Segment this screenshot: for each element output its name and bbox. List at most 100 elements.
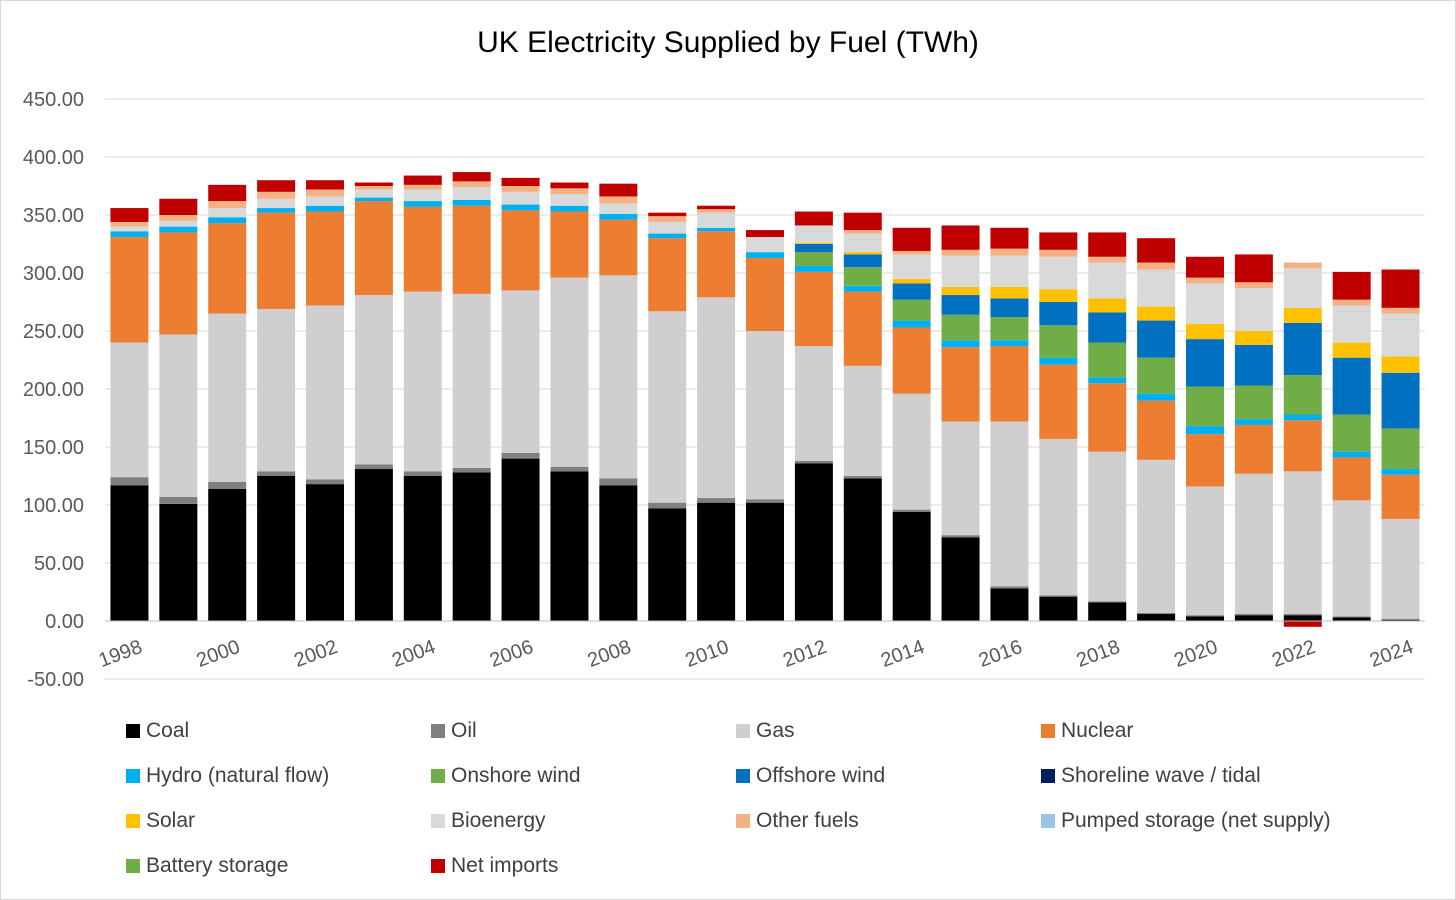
bar-segment (1234, 614, 1273, 616)
y-tick-label: 450.00 (23, 89, 84, 111)
bar-segment (1381, 618, 1420, 620)
y-tick-label: 300.00 (23, 263, 84, 285)
bar-segment (843, 267, 882, 286)
legend-swatch (736, 814, 750, 828)
legend-swatch (1041, 724, 1055, 738)
legend-item: Coal (126, 716, 189, 746)
legend-item: Net imports (431, 851, 558, 881)
bar-segment (1137, 306, 1176, 321)
chart-legend: Coal Oil Gas Nuclear Hydro (natural flow) Ons… (126, 716, 1426, 896)
bar-segment (403, 476, 442, 621)
bar-segment (648, 212, 687, 217)
bar-segment (990, 248, 1029, 256)
bar-segment (354, 469, 393, 621)
bar-segment (1381, 518, 1420, 619)
bar-segment (110, 237, 149, 343)
bar-segment (1186, 426, 1224, 435)
bar-segment (941, 255, 980, 287)
bar-segment (452, 467, 491, 473)
x-tick-label: 2010 (682, 636, 731, 672)
bar-segment (1186, 339, 1224, 387)
bar-segment (1088, 232, 1127, 257)
bar-segment (110, 231, 149, 238)
bar-segment (648, 238, 687, 312)
bar-segment (550, 188, 589, 195)
bar-segment (452, 199, 491, 206)
y-tick-label: 400.00 (23, 147, 84, 169)
bar-segment (1234, 424, 1273, 474)
bar-segment (697, 297, 736, 499)
bar-segment (892, 393, 931, 510)
bar-segment (1283, 420, 1322, 472)
x-tick-label: 2016 (976, 636, 1025, 672)
bar-segment (501, 210, 540, 291)
bar-segment (794, 242, 833, 244)
bar-segment (746, 257, 784, 331)
bar-segment (697, 498, 736, 503)
bar-segment (1283, 375, 1322, 415)
bar-segment (892, 327, 931, 394)
bar-segment (550, 182, 589, 189)
bar-segment (1039, 289, 1078, 302)
bar-segment (941, 286, 980, 296)
bar-segment (892, 283, 931, 300)
bar-segment (257, 308, 296, 472)
bar-segment (599, 183, 638, 197)
bar-segment (599, 485, 638, 621)
bar-segment (452, 472, 491, 621)
bar-segment (1039, 325, 1078, 358)
bar-segment (1381, 313, 1420, 357)
bar-segment (746, 331, 784, 500)
bar-segment (501, 452, 540, 459)
bar-segment (648, 216, 687, 222)
bar-segment (1381, 619, 1420, 621)
bar-segment (697, 212, 736, 228)
bar-segment (159, 334, 198, 497)
bar-segment (990, 421, 1029, 587)
bar-segment (697, 227, 736, 232)
legend-item: Oil (431, 716, 477, 746)
bar-segment (1234, 615, 1273, 621)
legend-item: Other fuels (736, 806, 859, 836)
bar-segment (892, 509, 931, 512)
bar-segment (1332, 299, 1371, 306)
bar-segment (990, 340, 1029, 347)
bar-segment (1137, 614, 1176, 621)
bar-segment (208, 208, 247, 218)
bar-segment (1381, 307, 1420, 314)
bar-segment (746, 499, 784, 503)
legend-swatch (431, 859, 445, 873)
x-tick-label: 2024 (1367, 636, 1416, 672)
bar-segment (648, 233, 687, 239)
bar-segment (1332, 271, 1371, 300)
bar-segment (1186, 616, 1224, 621)
bar-segment (306, 196, 344, 206)
bar-segment (159, 226, 198, 233)
y-tick-label: 350.00 (23, 205, 84, 227)
bar-segment (1234, 385, 1273, 420)
bar-segment (843, 233, 882, 253)
bar-segment (1039, 364, 1078, 439)
bar-segment (843, 291, 882, 366)
bar-segment (1088, 262, 1127, 299)
bar-segment (452, 187, 491, 200)
legend-label: Onshore wind (451, 764, 581, 787)
legend-swatch (126, 859, 140, 873)
bar-segment (1039, 249, 1078, 257)
bar-segment (697, 205, 736, 210)
y-tick-label: 0.00 (45, 611, 84, 633)
legend-swatch (431, 814, 445, 828)
bar-segment (403, 201, 442, 207)
bar-segment (1088, 377, 1127, 384)
bar-segment (1137, 393, 1176, 401)
bar-segment (1283, 262, 1322, 269)
bar-segment (1039, 438, 1078, 596)
legend-label: Nuclear (1061, 719, 1134, 742)
bar-segment (990, 346, 1029, 422)
bar-segment (1186, 283, 1224, 325)
y-tick-label: -50.00 (27, 669, 84, 691)
bar-segment (1283, 268, 1322, 308)
bar-segment (159, 232, 198, 335)
bar-segment (452, 293, 491, 468)
bar-segment (1332, 414, 1371, 452)
